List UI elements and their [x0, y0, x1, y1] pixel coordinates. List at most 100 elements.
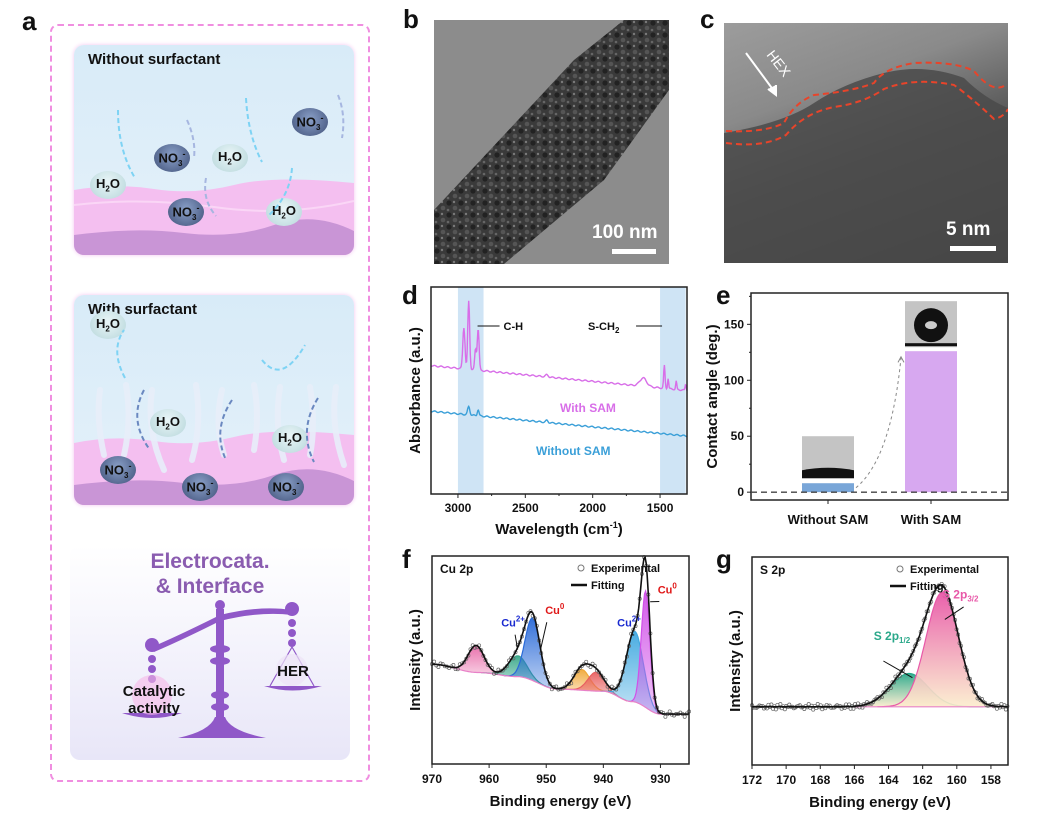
panel-label-g: g	[716, 544, 732, 574]
experimental-point	[549, 687, 554, 692]
legend-experimental-marker	[896, 565, 904, 573]
x-tick-label: 960	[479, 772, 499, 786]
x-axis-label: Wavelength (cm-1)	[495, 520, 622, 538]
nitrate-ion: NO3-	[168, 198, 204, 226]
dashed-arrow	[305, 397, 319, 463]
dashed-arrow	[337, 94, 345, 139]
series-line-with-sam	[430, 300, 688, 392]
trend-arrowhead	[897, 355, 905, 363]
hex-arrow-icon	[745, 52, 777, 97]
left-pan-label-line1: Catalytic	[122, 683, 186, 700]
x-tick-label: 166	[844, 773, 864, 787]
tem-image-b: 100 nm	[434, 20, 669, 264]
balance-scale-icon	[122, 600, 322, 738]
fit-component-fill	[502, 618, 562, 690]
dashed-arrow	[261, 344, 306, 371]
experimental-point	[682, 714, 687, 719]
experimental-point	[1003, 707, 1008, 712]
bar-without-sam	[802, 483, 854, 493]
nitrate-ion: NO3-	[154, 144, 190, 172]
region-label-ch: C-H	[504, 321, 524, 333]
species-label: NO3-	[272, 477, 300, 497]
subscript: 1/2	[899, 636, 911, 645]
panel-label-f: f	[402, 544, 411, 574]
experimental-point	[667, 709, 672, 714]
experimental-point	[811, 707, 816, 712]
panel-a-frame	[50, 24, 370, 782]
water-molecule: H2O	[150, 409, 186, 437]
chart-g-s2p: 172 170 168 166 164 162 160 158 Binding energy (…	[727, 556, 1010, 811]
x-tick-label: 2000	[579, 501, 606, 515]
y-tick-label: 0	[737, 485, 744, 499]
dashed-arrow	[204, 177, 217, 217]
subscript: 3/2	[967, 595, 979, 604]
subscript: 2	[615, 326, 620, 335]
y-tick-label: 100	[724, 373, 744, 387]
series-line-without-sam	[430, 405, 688, 438]
chart-d-ftir: With SAM Without SAM C-H S-CH2 3000 2500 2000 1…	[407, 286, 688, 538]
species-label: H2O	[278, 430, 302, 448]
x-tick-label: 2500	[512, 501, 539, 515]
experimental-point	[432, 659, 437, 664]
plot-frame	[431, 555, 690, 765]
chart-f-cu2p: 970 960 950 940 930 Binding energy (eV) Intens…	[407, 555, 691, 810]
dashed-arrow	[186, 119, 196, 159]
spectrum-title: S 2p	[760, 563, 785, 577]
y-axis-label: Contact angle (deg.)	[704, 324, 721, 468]
legend-experimental-label: Experimental	[591, 563, 660, 575]
dashed-arrow	[245, 97, 263, 163]
series-label-without-sam: Without SAM	[536, 444, 611, 458]
x-category-label: Without SAM	[788, 512, 869, 527]
y-axis-label: Intensity (a.u.)	[407, 609, 424, 711]
species-label: H2O	[96, 316, 120, 334]
peak-annotation: Cu2+	[617, 615, 641, 630]
nitrate-ion: NO3-	[292, 108, 328, 136]
fit-component-fill	[833, 673, 984, 707]
y-axis-label: Absorbance (a.u.)	[407, 327, 424, 454]
experimental-point	[782, 707, 787, 712]
panel-label-a: a	[22, 6, 37, 36]
x-tick-label: 940	[593, 772, 613, 786]
spectrum-title: Cu 2p	[440, 562, 473, 576]
fitting-envelope	[752, 584, 1008, 708]
water-molecule: H2O	[272, 425, 308, 453]
experimental-point	[584, 659, 589, 664]
y-tick-label: 150	[724, 317, 744, 331]
nitrate-ion: NO3-	[182, 473, 218, 501]
species-label: H2O	[96, 176, 120, 194]
x-tick-label: 164	[879, 773, 899, 787]
experimental-point	[882, 690, 887, 695]
legend-experimental-label: Experimental	[910, 564, 979, 576]
fit-component-fill	[563, 672, 628, 701]
droplet-surface	[905, 343, 957, 347]
species-label: NO3-	[158, 148, 186, 168]
experimental-point	[860, 705, 865, 710]
droplet-highlight	[925, 321, 937, 330]
water-molecule: H2O	[90, 311, 126, 339]
component-label: S 2p1/2	[874, 629, 911, 645]
panel-label-d: d	[402, 280, 418, 310]
x-tick-label: 170	[776, 773, 796, 787]
x-axis-label: Binding energy (eV)	[490, 793, 632, 810]
scene-balance: Electrocata. & Interface Catalytic activ…	[70, 545, 350, 760]
peak-annotation: Cu0	[545, 602, 565, 617]
x-tick-label: 3000	[445, 501, 472, 515]
balance-title-line1: Electrocata.	[150, 550, 270, 573]
superscript: 0	[560, 602, 565, 611]
legend-fitting-label: Fitting	[591, 580, 625, 592]
panel-label-c: c	[700, 4, 715, 34]
x-tick-label: 950	[536, 772, 556, 786]
water-molecule: H2O	[90, 171, 126, 199]
x-tick-label: 168	[810, 773, 830, 787]
label-end: )	[618, 521, 623, 538]
x-category-label: With SAM	[901, 512, 962, 527]
superscript: -1	[610, 520, 618, 530]
species-label: NO3-	[104, 460, 132, 480]
fitting-envelope	[432, 556, 689, 715]
experimental-point	[778, 702, 783, 707]
x-tick-label: 970	[422, 772, 442, 786]
y-tick-label: 50	[731, 429, 745, 443]
fit-component-fill	[444, 645, 508, 676]
hex-layer-outline	[725, 61, 1008, 146]
legend-fitting-label: Fitting	[910, 581, 944, 593]
